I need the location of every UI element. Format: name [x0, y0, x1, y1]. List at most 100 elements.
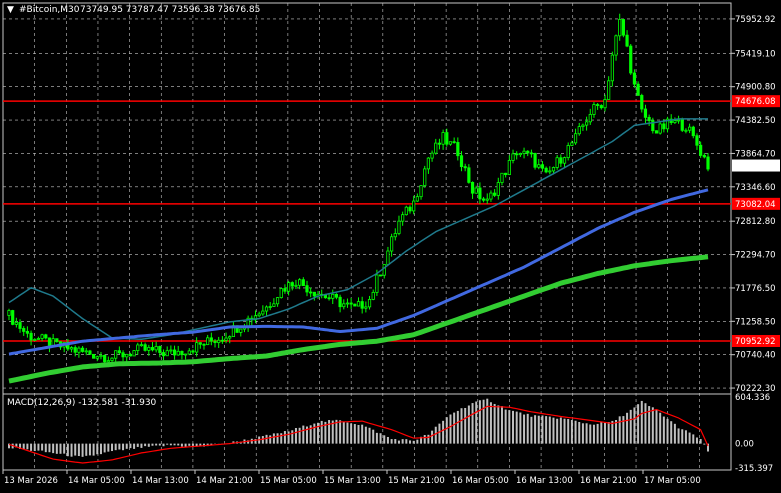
dropdown-arrow-icon[interactable]: ▼	[7, 5, 14, 15]
macd-bar	[641, 401, 643, 444]
macd-bar	[52, 444, 54, 453]
candle-body	[435, 143, 437, 153]
macd-bar	[262, 436, 264, 444]
candle-body	[376, 275, 378, 292]
macd-bar	[516, 412, 518, 444]
candle-body	[655, 131, 657, 133]
candle-body	[284, 289, 286, 292]
candle-body	[556, 158, 558, 168]
macd-bar	[652, 407, 654, 443]
candle-body	[707, 157, 709, 169]
macd-bar	[398, 441, 400, 444]
candle-body	[173, 350, 175, 355]
candle-body	[464, 167, 466, 168]
macd-bar	[273, 433, 275, 443]
candle-body	[291, 283, 293, 286]
macd-bar	[107, 444, 109, 452]
macd-bar	[60, 444, 62, 454]
macd-bar	[497, 405, 499, 443]
macd-bar	[376, 433, 378, 444]
macd-bar	[512, 411, 514, 444]
macd-bar	[700, 439, 702, 444]
candle-body	[457, 142, 459, 155]
candle-body	[287, 283, 289, 292]
macd-bar	[144, 444, 146, 446]
candle-body	[81, 348, 83, 351]
macd-bar	[74, 444, 76, 456]
macd-bar	[280, 433, 282, 443]
candle-body	[306, 286, 308, 292]
macd-bar	[48, 444, 50, 453]
macd-bar	[519, 412, 521, 443]
macd-bar	[118, 444, 120, 450]
macd-bar	[192, 444, 194, 446]
macd-bar	[626, 413, 628, 444]
ohlc-values: 73749.95 73787.47 73596.38 73676.85	[80, 5, 260, 15]
candle-body	[460, 156, 462, 167]
time-tick-label: 14 Mar 13:00	[132, 476, 189, 486]
macd-bar	[365, 427, 367, 444]
macd-bar	[523, 415, 525, 444]
macd-bar	[269, 435, 271, 443]
candle-body	[379, 275, 381, 276]
macd-bar	[129, 444, 131, 448]
macd-bar	[486, 399, 488, 444]
candle-body	[519, 153, 521, 154]
macd-bar	[575, 421, 577, 444]
time-tick-label: 14 Mar 21:00	[196, 476, 253, 486]
macd-bar	[442, 421, 444, 444]
macd-bar	[464, 408, 466, 444]
macd-bar	[115, 444, 117, 451]
candle-body	[45, 335, 47, 338]
candle-body	[195, 343, 197, 352]
candle-body	[449, 142, 451, 145]
macd-bar	[483, 400, 485, 444]
candle-body	[137, 345, 139, 351]
macd-bar	[383, 435, 385, 443]
macd-bar	[438, 424, 440, 444]
candle-body	[490, 193, 492, 199]
candle-body	[221, 340, 223, 341]
macd-bar	[593, 425, 595, 444]
macd-bar	[461, 408, 463, 443]
candle-body	[534, 153, 536, 167]
candle-body	[424, 169, 426, 186]
candle-body	[78, 348, 80, 352]
candle-body	[442, 133, 444, 145]
macd-bar	[369, 428, 371, 444]
macd-bar	[302, 426, 304, 444]
macd-bar	[394, 439, 396, 444]
candle-body	[8, 311, 10, 316]
macd-bar	[284, 431, 286, 444]
macd-bar	[343, 422, 345, 444]
candle-body	[335, 294, 337, 297]
candle-body	[151, 347, 153, 349]
price-tick-label: 75952.92	[735, 15, 776, 25]
candle-body	[468, 168, 470, 183]
price-tick-label: 72812.80	[735, 217, 776, 227]
macd-bar	[133, 444, 135, 449]
candle-body	[89, 351, 91, 354]
macd-axis-label: -315.397	[735, 464, 773, 474]
price-tick-label: 71258.50	[735, 317, 776, 327]
candle-body	[309, 292, 311, 293]
candle-body	[677, 120, 679, 121]
macd-bar	[608, 422, 610, 444]
macd-bar	[56, 444, 58, 454]
macd-bar	[530, 417, 532, 444]
candle-body	[298, 280, 300, 286]
macd-bar	[468, 406, 470, 444]
macd-bar	[188, 444, 190, 446]
candle-body	[527, 151, 529, 153]
candle-body	[685, 130, 687, 131]
candle-body	[118, 351, 120, 353]
candle-body	[30, 333, 32, 340]
macd-bar	[600, 422, 602, 444]
candle-body	[681, 120, 683, 130]
candle-body	[144, 345, 146, 351]
candle-body	[181, 351, 183, 354]
candle-body	[56, 339, 58, 342]
candle-body	[630, 46, 632, 73]
